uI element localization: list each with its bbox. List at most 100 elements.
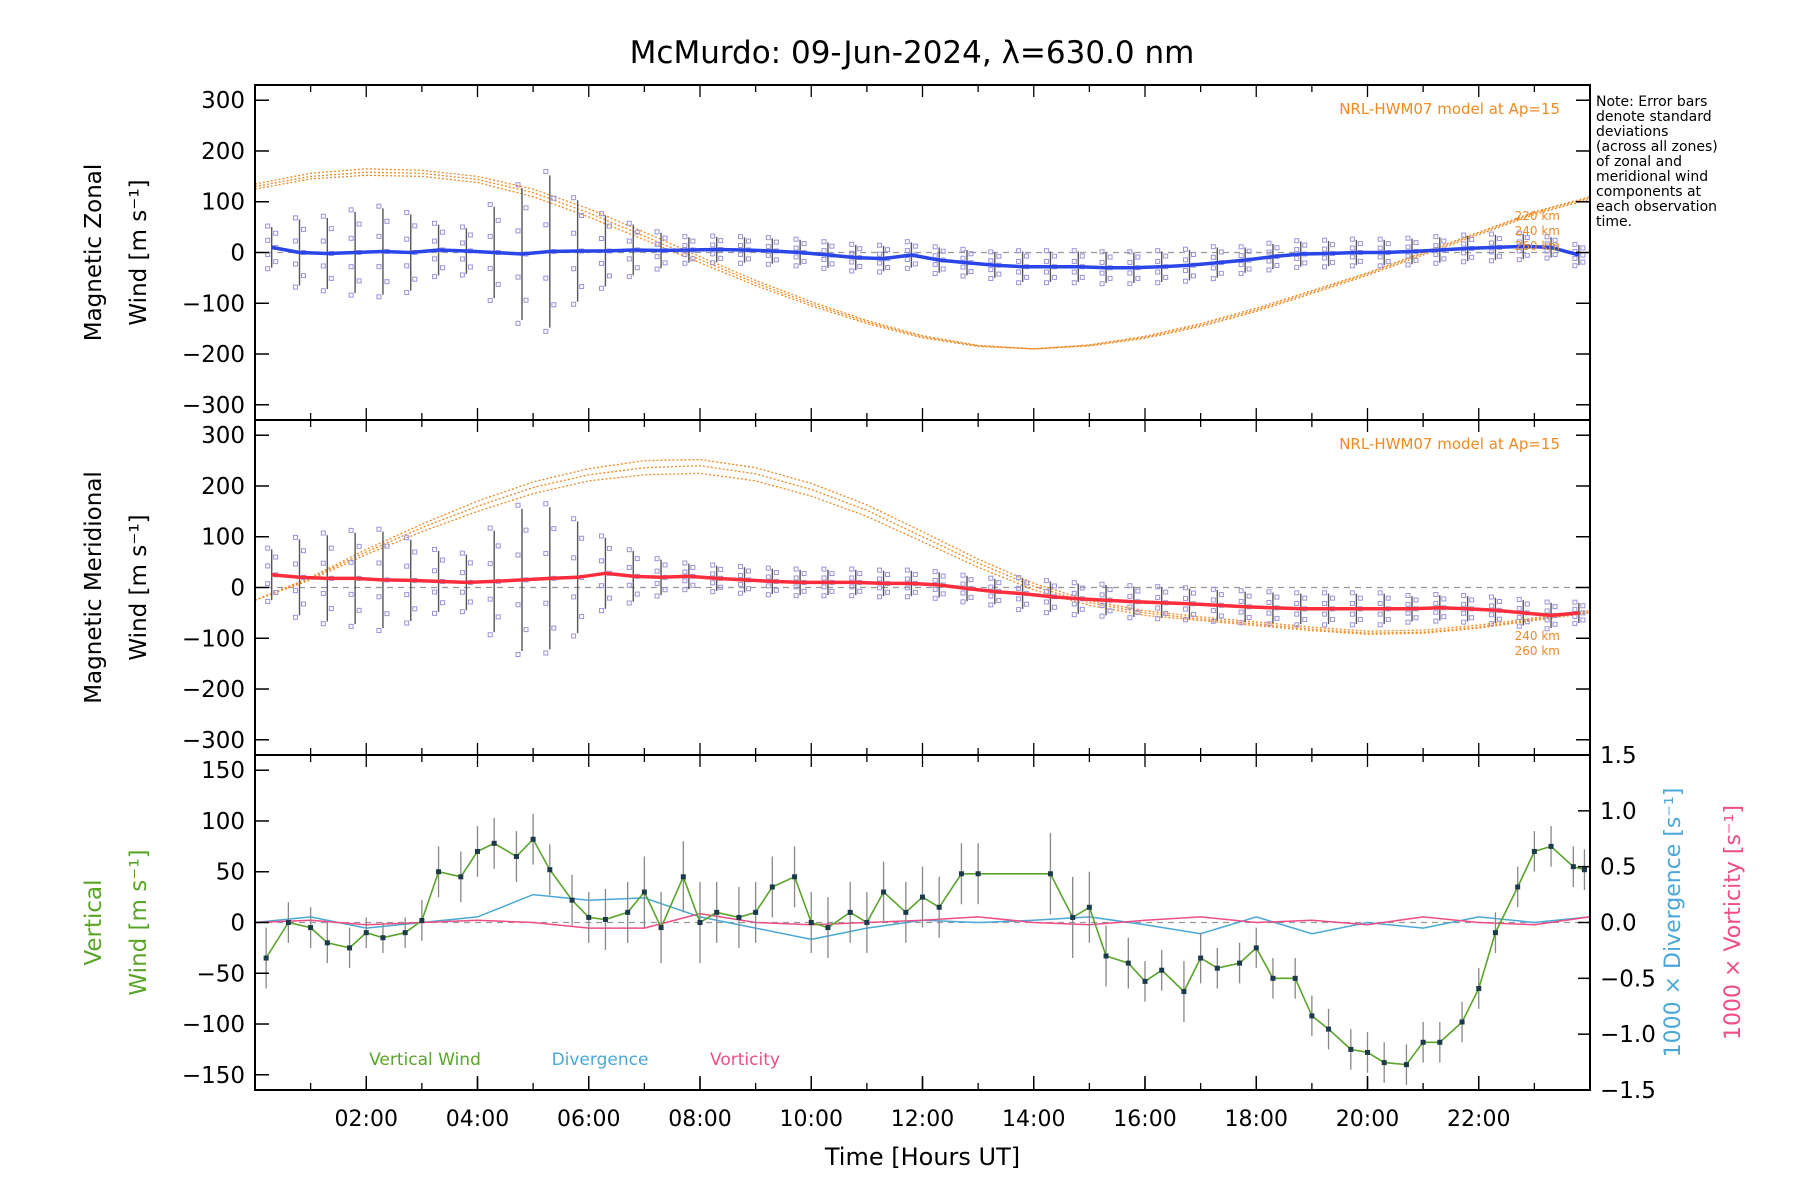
zone-point xyxy=(932,578,938,584)
vorticity-axis-title: 1000 × Vorticity [s⁻¹] xyxy=(1721,805,1746,1040)
zone-point xyxy=(773,570,779,576)
zone-point xyxy=(320,530,326,536)
zone-point xyxy=(904,248,910,254)
zone-point xyxy=(857,588,863,594)
x-tick-label: 18:00 xyxy=(1225,1107,1288,1132)
zone-point xyxy=(1016,585,1022,591)
zone-point xyxy=(877,567,883,573)
zone-point xyxy=(904,256,910,262)
zone-point xyxy=(1377,254,1383,260)
zone-point xyxy=(571,266,577,272)
note-line: of zonal and xyxy=(1596,154,1682,170)
vertical-wind-point xyxy=(1086,904,1092,910)
zone-point xyxy=(765,592,771,598)
zone-point xyxy=(849,566,855,572)
zone-point xyxy=(738,251,743,257)
zone-point xyxy=(793,566,799,572)
zone-point xyxy=(1461,592,1467,598)
zone-point xyxy=(1238,598,1244,604)
zone-point xyxy=(1246,614,1252,620)
zone-point xyxy=(932,253,938,259)
zone-point xyxy=(1043,258,1049,264)
zone-point xyxy=(877,594,883,600)
zone-point xyxy=(1127,249,1133,255)
zone-point xyxy=(877,269,883,275)
zone-point xyxy=(1191,590,1196,596)
zone-point xyxy=(1377,622,1383,628)
vertical-wind-point xyxy=(1531,848,1537,854)
zone-point xyxy=(579,212,585,218)
y-tick-label: −200 xyxy=(182,677,245,703)
plot-frame xyxy=(254,754,1591,1091)
zone-point xyxy=(1043,578,1049,584)
vertical-wind-point xyxy=(1270,975,1276,981)
zone-point xyxy=(515,602,521,608)
zone-point xyxy=(1163,274,1169,280)
zone-point xyxy=(821,575,827,581)
zone-point xyxy=(1071,258,1077,264)
zone-point xyxy=(1377,263,1383,269)
zone-point xyxy=(459,570,465,576)
zone-point xyxy=(1322,237,1328,243)
zone-point xyxy=(857,571,863,577)
y-tick-label: −100 xyxy=(182,1012,245,1038)
zone-point xyxy=(1238,609,1244,615)
zone-point xyxy=(320,590,326,596)
zone-point xyxy=(328,545,334,551)
zone-point xyxy=(515,228,521,234)
zone-point xyxy=(710,242,716,248)
zone-point xyxy=(1071,269,1077,275)
zone-point xyxy=(1099,270,1105,276)
zone-point xyxy=(932,595,938,601)
zone-point xyxy=(328,606,334,612)
y-tick-label: 300 xyxy=(201,88,245,114)
y-tick-label: −100 xyxy=(182,291,245,317)
zone-point xyxy=(1218,270,1224,276)
zone-point xyxy=(543,600,549,606)
zone-point xyxy=(1405,601,1411,607)
zone-point xyxy=(1349,600,1355,606)
zone-point xyxy=(467,264,473,270)
zone-point xyxy=(273,590,279,596)
zone-point xyxy=(885,247,891,253)
zone-point xyxy=(543,169,549,175)
zone-point xyxy=(801,241,807,247)
zone-point xyxy=(1357,241,1363,247)
zone-point xyxy=(273,230,279,236)
zone-point xyxy=(1322,622,1328,628)
zone-point xyxy=(598,533,604,539)
vertical-wind-point xyxy=(569,897,575,903)
zone-point xyxy=(1183,595,1188,601)
zone-point xyxy=(1071,248,1077,254)
zone-point xyxy=(1274,245,1280,251)
zone-point xyxy=(877,242,883,248)
zone-point xyxy=(1461,601,1467,607)
zone-point xyxy=(1107,587,1113,593)
zone-point xyxy=(682,578,688,584)
zone-point xyxy=(1191,273,1196,279)
zone-point xyxy=(1274,615,1280,621)
zone-point xyxy=(849,241,855,247)
zone-point xyxy=(626,582,632,588)
zone-point xyxy=(960,246,966,252)
zone-point xyxy=(1377,236,1383,242)
zone-point xyxy=(1079,253,1085,259)
zone-point xyxy=(912,261,918,267)
zone-point xyxy=(1405,235,1411,241)
zone-point xyxy=(634,591,640,597)
zone-point xyxy=(849,259,855,265)
zone-point xyxy=(1516,239,1522,245)
y2-tick-label: 1.0 xyxy=(1600,799,1637,825)
zone-point xyxy=(376,294,382,300)
zone-point xyxy=(432,589,438,595)
note-line: denote standard xyxy=(1596,109,1712,125)
zone-point xyxy=(738,581,743,587)
zone-point xyxy=(320,288,326,294)
vertical-wind-point xyxy=(1047,871,1053,877)
zone-point xyxy=(904,585,910,591)
zone-point xyxy=(1246,266,1252,272)
zone-point xyxy=(1127,615,1133,621)
zone-point xyxy=(515,274,521,280)
zone-point xyxy=(404,620,410,626)
